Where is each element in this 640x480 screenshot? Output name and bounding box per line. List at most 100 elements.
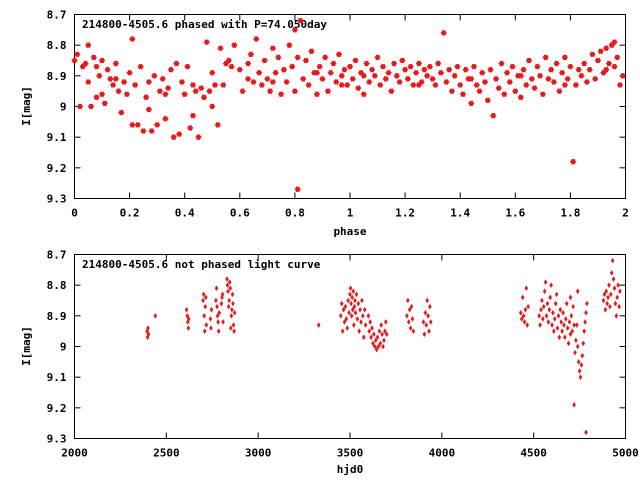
data-point [313, 91, 321, 97]
y-tick-label: 9.3 [47, 433, 67, 446]
data-point [335, 51, 343, 58]
data-point [385, 70, 392, 76]
data-point [602, 291, 607, 298]
data-point [377, 328, 382, 334]
data-point [552, 328, 556, 334]
data-point [377, 82, 384, 88]
data-point [355, 316, 360, 322]
data-point [554, 291, 559, 298]
data-point [228, 285, 233, 292]
data-point [341, 66, 348, 73]
data-point [202, 328, 207, 334]
data-point [104, 66, 111, 73]
data-point [250, 79, 257, 85]
data-point [547, 66, 555, 73]
data-point [610, 257, 615, 264]
data-point [523, 306, 528, 313]
data-point [348, 291, 352, 298]
data-point [569, 158, 577, 165]
data-point [603, 66, 610, 73]
data-point [408, 325, 413, 331]
data-point [407, 63, 414, 70]
y-tick-label: 8.9 [47, 70, 67, 83]
y-tick-label: 9 [60, 101, 67, 114]
data-point [93, 94, 100, 101]
data-point [585, 300, 589, 307]
data-point [275, 54, 282, 61]
data-point [375, 334, 380, 341]
data-point [215, 313, 220, 319]
data-point [220, 82, 227, 88]
data-point [346, 297, 350, 304]
data-point [523, 82, 530, 88]
data-point [536, 73, 544, 79]
data-point [344, 316, 349, 322]
data-point [384, 319, 388, 325]
data-point [370, 325, 374, 331]
data-point [550, 79, 558, 85]
plot-title: 214800-4505.6 phased with P=74.050day [82, 18, 327, 31]
data-point [561, 54, 569, 61]
data-point [363, 322, 368, 328]
data-point [520, 294, 525, 301]
data-point [561, 309, 565, 316]
data-point [221, 319, 225, 325]
data-point [578, 374, 583, 380]
data-point [201, 297, 205, 304]
data-point [378, 340, 383, 347]
data-point [363, 60, 370, 67]
data-point [390, 60, 398, 67]
data-point [409, 303, 414, 310]
data-point [145, 106, 153, 113]
data-point [229, 325, 233, 331]
data-point [577, 368, 582, 374]
data-point [405, 313, 409, 319]
data-point [137, 63, 144, 70]
data-point [534, 63, 541, 70]
y-tick-label: 8.8 [47, 279, 67, 292]
x-tick-label: 4000 [429, 447, 456, 460]
data-point [231, 300, 235, 307]
x-tick-label: 1 [347, 207, 354, 220]
data-point [567, 319, 572, 325]
data-point [429, 76, 436, 82]
data-point [187, 125, 194, 131]
data-point [266, 88, 274, 94]
x-tick-label: 0.4 [175, 207, 195, 220]
data-point [184, 306, 189, 313]
data-point [613, 300, 618, 307]
data-point [85, 42, 92, 48]
data-point [247, 51, 255, 58]
data-point [361, 334, 366, 341]
data-point [573, 349, 577, 356]
data-point [209, 325, 213, 331]
data-point [581, 340, 586, 347]
data-point [214, 285, 219, 292]
data-point [181, 91, 188, 97]
x-tick-label: 2500 [153, 447, 180, 460]
x-tick-label: 3000 [245, 447, 272, 460]
data-point [618, 288, 622, 295]
data-point [339, 300, 344, 307]
data-point [546, 319, 551, 325]
data-point [338, 82, 345, 88]
data-point [200, 94, 208, 101]
data-point [186, 319, 190, 325]
data-point [550, 322, 554, 328]
data-point [567, 63, 574, 70]
data-point [98, 57, 106, 64]
data-point [159, 76, 166, 82]
data-point [112, 76, 120, 82]
data-point [566, 340, 571, 347]
data-point [382, 337, 386, 344]
data-point [369, 334, 373, 341]
data-point [347, 309, 351, 316]
data-point [120, 79, 128, 85]
data-point [476, 88, 483, 94]
data-point [340, 328, 345, 334]
data-point [383, 328, 387, 334]
data-point [164, 85, 172, 91]
data-point [343, 303, 348, 310]
data-point [544, 313, 549, 319]
data-point [291, 27, 299, 33]
